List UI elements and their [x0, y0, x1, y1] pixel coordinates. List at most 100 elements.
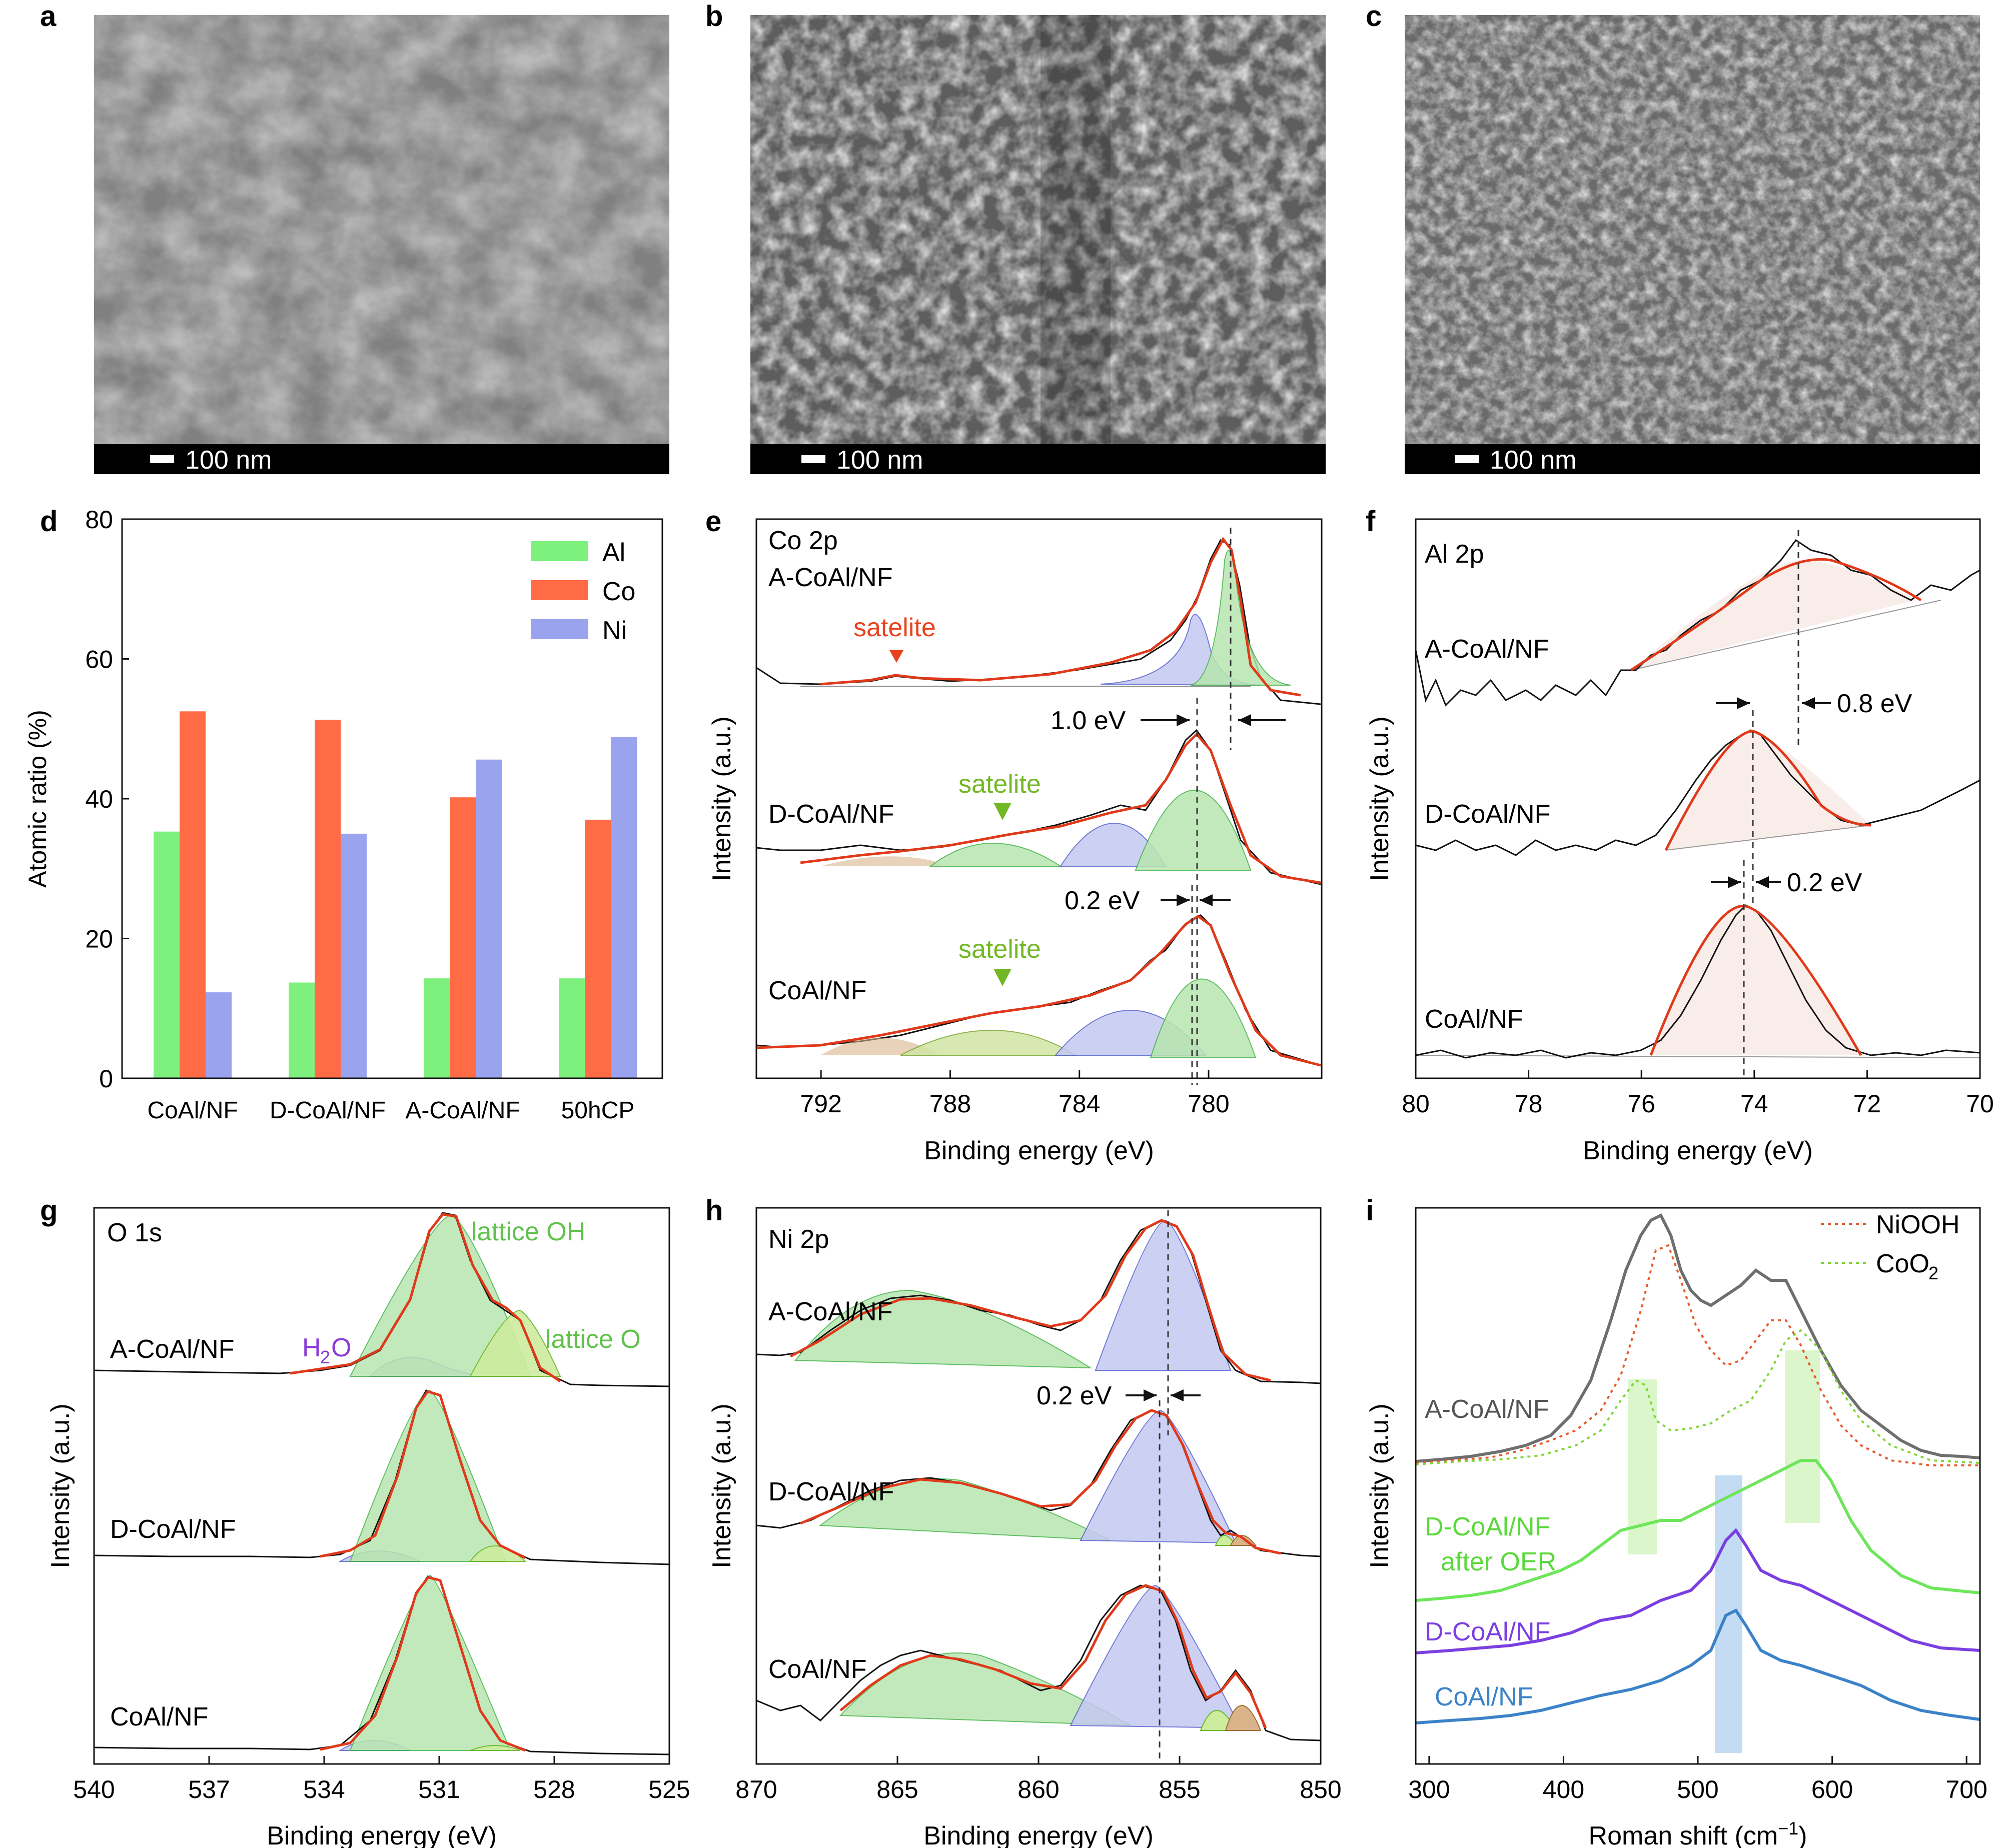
trace-label-e-d: D-CoAl/NF: [768, 800, 894, 829]
shift-label-e-2: 0.2 eV: [1065, 886, 1140, 915]
plot-frame-e: [755, 518, 1323, 1079]
baseline-f-coal: [1415, 1055, 1980, 1058]
x-tick-label: 531: [418, 1775, 460, 1803]
bar-ni-3: [611, 737, 637, 1078]
fit-peak-g-d-oh: [349, 1389, 506, 1562]
bar-al-3: [559, 978, 585, 1078]
fit-f-coal: [1649, 905, 1862, 1056]
x-axis-label-i: Roman shift (cm−1): [1589, 1818, 1807, 1848]
fit-peak-e-d-satelite: [929, 843, 1063, 867]
bar-co-1: [315, 720, 341, 1078]
fit-peak-g-d-o: [469, 1545, 527, 1562]
x-tick-label: 780: [1188, 1090, 1229, 1118]
panel-e: e Co 2p A-Co: [705, 505, 1323, 1165]
trace-i-niooh: [1415, 1244, 1980, 1466]
trace-f-coal: [1415, 904, 1980, 1059]
panel-g: g O 1s A-CoAl/NF D-CoAl/NF CoAl/NF latti…: [40, 1194, 690, 1848]
y-axis-label-h: Intensity (a.u.): [707, 1403, 736, 1568]
trace-h-d: [756, 1409, 1321, 1557]
fit-f-d: [1664, 730, 1871, 851]
fit-area-f-d: [1666, 729, 1871, 850]
y-axis-label-d: Atomic ratio (%): [24, 710, 52, 888]
scale-label-a: 100 nm: [185, 446, 272, 475]
satelite-marker-e-coal: [993, 969, 1012, 986]
panel-letter-a: a: [40, 0, 57, 33]
trace-label-e-a: A-CoAl/NF: [768, 563, 892, 592]
label-lattice-oh: lattice OH: [471, 1217, 585, 1246]
trace-label-i-d: D-CoAl/NF: [1425, 1617, 1550, 1646]
plot-frame-f: [1415, 518, 1981, 1079]
panel-c: c 100 nm: [1366, 0, 1980, 475]
x-tick-label: 534: [303, 1775, 345, 1803]
x-tick-label-d: D-CoAl/NF: [270, 1097, 386, 1124]
fit-peak-h-d-sat: [819, 1478, 1111, 1541]
x-axis-label-i-sup: −1: [1778, 1818, 1798, 1838]
arrow-e-1-head: [1177, 714, 1190, 726]
x-axis-label-i-end: ): [1798, 1821, 1807, 1848]
x-tick-label-d: CoAl/NF: [147, 1097, 238, 1124]
fit-f-a: [1630, 558, 1922, 672]
legend-swatch-al: [531, 541, 588, 561]
satelite-marker-e-a: [889, 650, 903, 663]
plot-frame-i: [1415, 1207, 1981, 1765]
label-h2o-sub: 2: [320, 1347, 330, 1367]
satelite-marker-e-d: [993, 803, 1012, 820]
trace-label-i-coal: CoAl/NF: [1435, 1682, 1533, 1711]
label-h2o-o: O: [331, 1333, 351, 1362]
legend-d: Al Co Ni: [531, 538, 635, 645]
fit-envelope-e-d: [800, 732, 1321, 884]
fit-area-f-a: [1631, 560, 1916, 670]
bar-group: [154, 711, 637, 1078]
x-tick-label: 865: [876, 1775, 918, 1803]
scale-bar-a: [150, 455, 174, 463]
shift-label-f-1: 0.8 eV: [1837, 689, 1912, 718]
fit-g-a: [290, 1213, 561, 1383]
x-tick-label: 76: [1627, 1090, 1655, 1118]
satelite-label-e-d: satelite: [958, 770, 1041, 799]
label-h2o: H 2 O: [302, 1333, 351, 1367]
bar-ni-0: [206, 992, 232, 1078]
y-axis-label-g: Intensity (a.u.): [46, 1403, 75, 1568]
panel-i: i NiOOH CoO 2 A-CoAl/NF D-CoAl/NF after …: [1365, 1194, 1987, 1848]
trace-i-a: [1415, 1213, 1980, 1463]
arrow-f-2-head-r: [1756, 876, 1769, 888]
baseline-f-d: [1665, 825, 1871, 851]
shift-label-e-1: 1.0 eV: [1051, 706, 1126, 735]
legend-swatch-ni: [531, 619, 588, 639]
x-axis-label-h: Binding energy (eV): [923, 1821, 1154, 1848]
x-axis-label-i-main: Roman shift (cm: [1589, 1821, 1778, 1848]
fit-peak-e-d-brown: [820, 856, 940, 866]
bar-co-0: [180, 711, 206, 1078]
y-tick-label-d: 40: [85, 785, 113, 813]
x-tick-label: 78: [1515, 1090, 1543, 1118]
trace-label-h-d: D-CoAl/NF: [768, 1477, 894, 1506]
arrow-f-1-head: [1737, 697, 1750, 709]
x-tick-label: 788: [929, 1090, 971, 1118]
panel-letter-c: c: [1366, 0, 1382, 33]
x-tick-label-d: 50hCP: [561, 1097, 635, 1124]
trace-g-a: [94, 1212, 671, 1387]
trace-f-a: [1415, 539, 1980, 707]
x-axis-e: 792 788 784 780: [800, 1070, 1230, 1118]
panel-h: h Ni 2p A-CoAl/NF D-CoAl/NF CoAl/NF 0.2 …: [705, 1194, 1342, 1848]
arrow-h-head: [1144, 1389, 1157, 1401]
x-tick-label: 540: [73, 1775, 115, 1803]
panel-d: d 0 20 40 60 80 CoAl/NF D-CoAl/NF A-CoAl/NF 50h…: [24, 505, 663, 1124]
label-lattice-o: lattice O: [545, 1325, 641, 1354]
x-tick-label: 850: [1300, 1775, 1341, 1803]
bar-al-1: [289, 982, 315, 1078]
fit-envelope-e-a: [820, 537, 1301, 697]
fit-peak-h-a-sat: [794, 1289, 1093, 1369]
baseline-f-a: [1630, 600, 1941, 671]
arrow-f-1-head-r: [1802, 697, 1815, 709]
panel-f: f Al 2p A-CoAl/NF D-CoAl/NF CoAl/NF 0.8 …: [1365, 505, 1994, 1165]
fit-peak-e-coal-green: [1150, 978, 1257, 1058]
trace-i-coal: [1415, 1608, 1980, 1724]
y-tick-label-d: 80: [85, 506, 113, 534]
fit-peak-h-coal-main: [1070, 1584, 1242, 1729]
trace-label-g-coal: CoAl/NF: [110, 1702, 208, 1731]
fit-peak-e-coal-satelite: [900, 1030, 1078, 1056]
x-tick-label: 80: [1402, 1090, 1430, 1118]
panel-letter-i: i: [1366, 1194, 1374, 1227]
trace-label-i-d-oer-1: D-CoAl/NF: [1425, 1512, 1550, 1541]
